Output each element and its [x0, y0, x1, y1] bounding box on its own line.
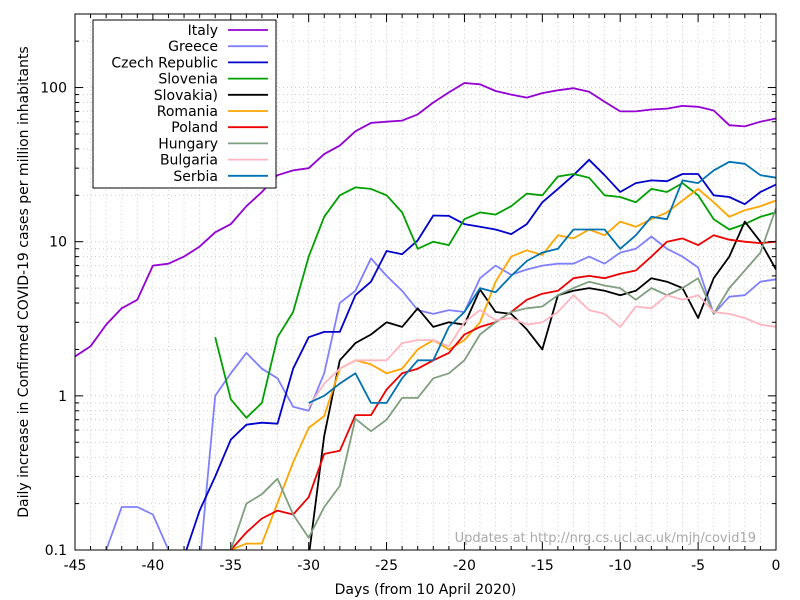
x-tick-label: -10: [609, 558, 632, 574]
legend-label-bulgaria: Bulgaria: [160, 153, 218, 169]
x-tick-label: -20: [453, 558, 476, 574]
x-tick-label: -5: [691, 558, 705, 574]
x-tick-label: -25: [375, 558, 398, 574]
legend-label-romania: Romania: [157, 104, 218, 120]
axis-ticks: [74, 13, 777, 551]
update-url-annotation: Updates at http://nrg.cs.ucl.ac.uk/mjh/c…: [455, 531, 756, 546]
series-line-czech-republic: [185, 158, 776, 550]
x-tick-label: -35: [219, 558, 242, 574]
x-axis-label: Days (from 10 April 2020): [335, 582, 517, 598]
series-line-romania: [230, 188, 776, 550]
series-line-hungary: [215, 207, 776, 550]
legend-label-greece: Greece: [168, 39, 218, 55]
series-line-slovenia: [214, 173, 776, 419]
y-tick-label: 0.1: [45, 543, 67, 559]
y-tick-label: 1: [58, 389, 67, 405]
legend-label-hungary: Hungary: [158, 136, 218, 152]
series-line-italy: [75, 82, 776, 358]
legend-label-slovakia: Slovakia): [154, 88, 218, 104]
y-tick-label: 10: [49, 235, 67, 251]
tick-labels: -45 -40 -35 -30 -25 -20 -15 -10 -5 0 0.1 1 10 100: [40, 81, 780, 574]
series-line-greece: [105, 235, 776, 550]
x-tick-label: -40: [141, 558, 164, 574]
series-line-bulgaria: [307, 294, 776, 408]
legend-label-italy: Italy: [188, 23, 218, 39]
y-axis-label: Daily increase in Confirmed COVID-19 cas…: [16, 46, 32, 517]
legend-label-czech-republic: Czech Republic: [111, 55, 218, 71]
x-tick-label: -30: [297, 558, 320, 574]
series-line-serbia: [308, 160, 776, 404]
x-tick-label: 0: [772, 558, 781, 574]
x-tick-label: -15: [531, 558, 554, 574]
series-layer: [75, 82, 776, 550]
series-line-slovakia: [308, 220, 776, 550]
legend-label-slovenia: Slovenia: [158, 72, 218, 88]
legend-label-poland: Poland: [171, 120, 218, 136]
plot-frame: [74, 13, 777, 551]
legend-label-serbia: Serbia: [173, 169, 218, 185]
y-tick-label: 100: [40, 81, 67, 97]
x-tick-label: -45: [64, 558, 87, 574]
